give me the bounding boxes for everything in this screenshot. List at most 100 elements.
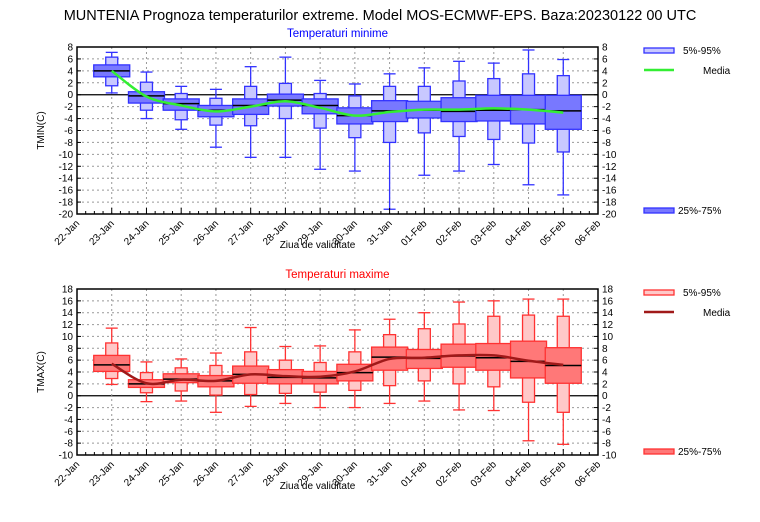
y-tick-label-right: 0 — [602, 90, 608, 101]
x-tick-label: 02-Feb — [434, 459, 464, 489]
y-tick-label-left: -2 — [64, 102, 73, 113]
mean-line — [111, 353, 564, 386]
y-tick-label-right: -18 — [602, 198, 617, 209]
box-26-Jan — [197, 352, 235, 413]
chart-subtitle: Temperaturi maxime — [285, 269, 389, 281]
x-tick-label: 01-Feb — [399, 459, 429, 489]
box-05-Feb — [544, 58, 582, 196]
box-30-Jan — [336, 83, 374, 172]
x-tick-label: 01-Feb — [399, 218, 429, 248]
y-tick-label-left: -4 — [64, 114, 73, 125]
y-tick-label-right: -20 — [602, 210, 617, 221]
x-tick-label: 23-Jan — [87, 218, 116, 247]
y-tick-label-right: -6 — [602, 427, 611, 438]
legend: 5%-95% Media 25%-75% — [643, 46, 731, 217]
legend-label-mean: Media — [703, 66, 731, 77]
x-tick-label: 02-Feb — [434, 218, 464, 248]
x-tick-label: 06-Feb — [573, 218, 603, 248]
legend-label-5-95: 5%-95% — [683, 46, 721, 57]
y-tick-label-left: 0 — [67, 90, 73, 101]
box-25-75 — [93, 354, 131, 373]
y-tick-label-left: 14 — [62, 308, 74, 319]
x-tick-label: 05-Feb — [538, 459, 568, 489]
y-tick-label-right: 8 — [602, 43, 608, 54]
y-tick-label-left: 16 — [62, 296, 74, 307]
y-tick-label-left: 10 — [62, 332, 74, 343]
x-tick-label: 31-Jan — [365, 459, 394, 488]
mean-line — [110, 69, 564, 117]
y-tick-label-right: 16 — [602, 296, 614, 307]
x-tick-label: 03-Feb — [469, 459, 499, 489]
y-tick-label-right: -6 — [602, 126, 611, 137]
x-tick-label: 22-Jan — [53, 218, 82, 247]
legend-swatch-5-95 — [643, 47, 675, 54]
y-tick-label-left: 4 — [67, 368, 73, 379]
y-tick-label-right: -12 — [602, 162, 617, 173]
y-tick-label-left: -10 — [59, 150, 74, 161]
y-tick-label-right: -10 — [602, 150, 617, 161]
x-tick-label: 25-Jan — [157, 459, 186, 488]
legend-swatch-5-95 — [643, 289, 675, 296]
legend-swatch-25-75 — [643, 207, 675, 214]
y-tick-label-left: 18 — [62, 285, 74, 296]
box-31-Jan — [370, 318, 409, 405]
x-tick-label: 26-Jan — [192, 218, 221, 247]
x-tick-label: 24-Jan — [122, 459, 151, 488]
box-27-Jan — [232, 66, 270, 158]
box-27-Jan — [232, 326, 270, 408]
y-tick-label-right: 6 — [602, 54, 608, 65]
y-tick-label-right: 4 — [602, 368, 608, 379]
y-tick-label-right: 8 — [602, 344, 608, 355]
y-tick-label-right: 18 — [602, 285, 614, 296]
chart-subtitle: Temperaturi minime — [287, 28, 388, 40]
y-tick-label-left: -2 — [64, 403, 73, 414]
box-23-Jan — [93, 327, 131, 386]
y-tick-label-left: -10 — [59, 451, 74, 462]
x-tick-label: 22-Jan — [53, 459, 82, 488]
y-tick-label-right: 12 — [602, 320, 614, 331]
box-23-Jan — [93, 51, 131, 94]
x-tick-label: 05-Feb — [538, 218, 568, 248]
y-tick-label-right: -10 — [602, 451, 617, 462]
y-tick-label-right: -16 — [602, 186, 617, 197]
x-axis-label: Ziua de validitate — [280, 481, 356, 492]
y-tick-label-right: -8 — [602, 439, 611, 450]
y-tick-label-left: -20 — [59, 210, 74, 221]
legend-swatch-25-75 — [643, 448, 675, 455]
y-tick-label-left: -14 — [59, 174, 74, 185]
y-tick-label-left: -6 — [64, 427, 73, 438]
x-tick-label: 04-Feb — [503, 218, 533, 248]
y-tick-label-left: 8 — [67, 43, 73, 54]
y-tick-label-right: -4 — [602, 114, 611, 125]
y-tick-label-left: 2 — [67, 379, 73, 390]
y-tick-label-left: -6 — [64, 126, 73, 137]
box-29-Jan — [301, 79, 339, 170]
y-axis-label: TMAX(C) — [36, 351, 47, 393]
x-tick-label: 31-Jan — [365, 218, 394, 247]
y-tick-label-left: -8 — [64, 138, 73, 149]
x-tick-label: 04-Feb — [503, 459, 533, 489]
x-tick-label: 26-Jan — [192, 459, 221, 488]
y-tick-label-right: -8 — [602, 138, 611, 149]
y-tick-label-left: 12 — [62, 320, 74, 331]
y-tick-label-left: -8 — [64, 439, 73, 450]
y-tick-label-left: 4 — [67, 66, 73, 77]
legend-label-25-75: 25%-75% — [678, 447, 721, 458]
x-tick-label: 27-Jan — [226, 218, 255, 247]
y-tick-label-right: -14 — [602, 174, 617, 185]
y-tick-label-left: 8 — [67, 344, 73, 355]
box-04-Feb — [509, 49, 548, 186]
y-tick-label-left: 6 — [67, 356, 73, 367]
y-tick-label-right: 2 — [602, 78, 608, 89]
x-tick-label: 03-Feb — [469, 218, 499, 248]
main-title: MUNTENIA Prognoza temperaturilor extreme… — [63, 8, 697, 24]
y-tick-label-left: 0 — [67, 391, 73, 402]
y-tick-label-right: 4 — [602, 66, 608, 77]
y-axis-label: TMIN(C) — [36, 111, 47, 149]
x-axis-label: Ziua de validitate — [280, 240, 356, 251]
x-tick-label: 24-Jan — [122, 218, 151, 247]
y-tick-label-right: -2 — [602, 403, 611, 414]
y-tick-label-right: -2 — [602, 102, 611, 113]
y-tick-label-left: -18 — [59, 198, 74, 209]
legend-label-25-75: 25%-75% — [678, 206, 721, 217]
